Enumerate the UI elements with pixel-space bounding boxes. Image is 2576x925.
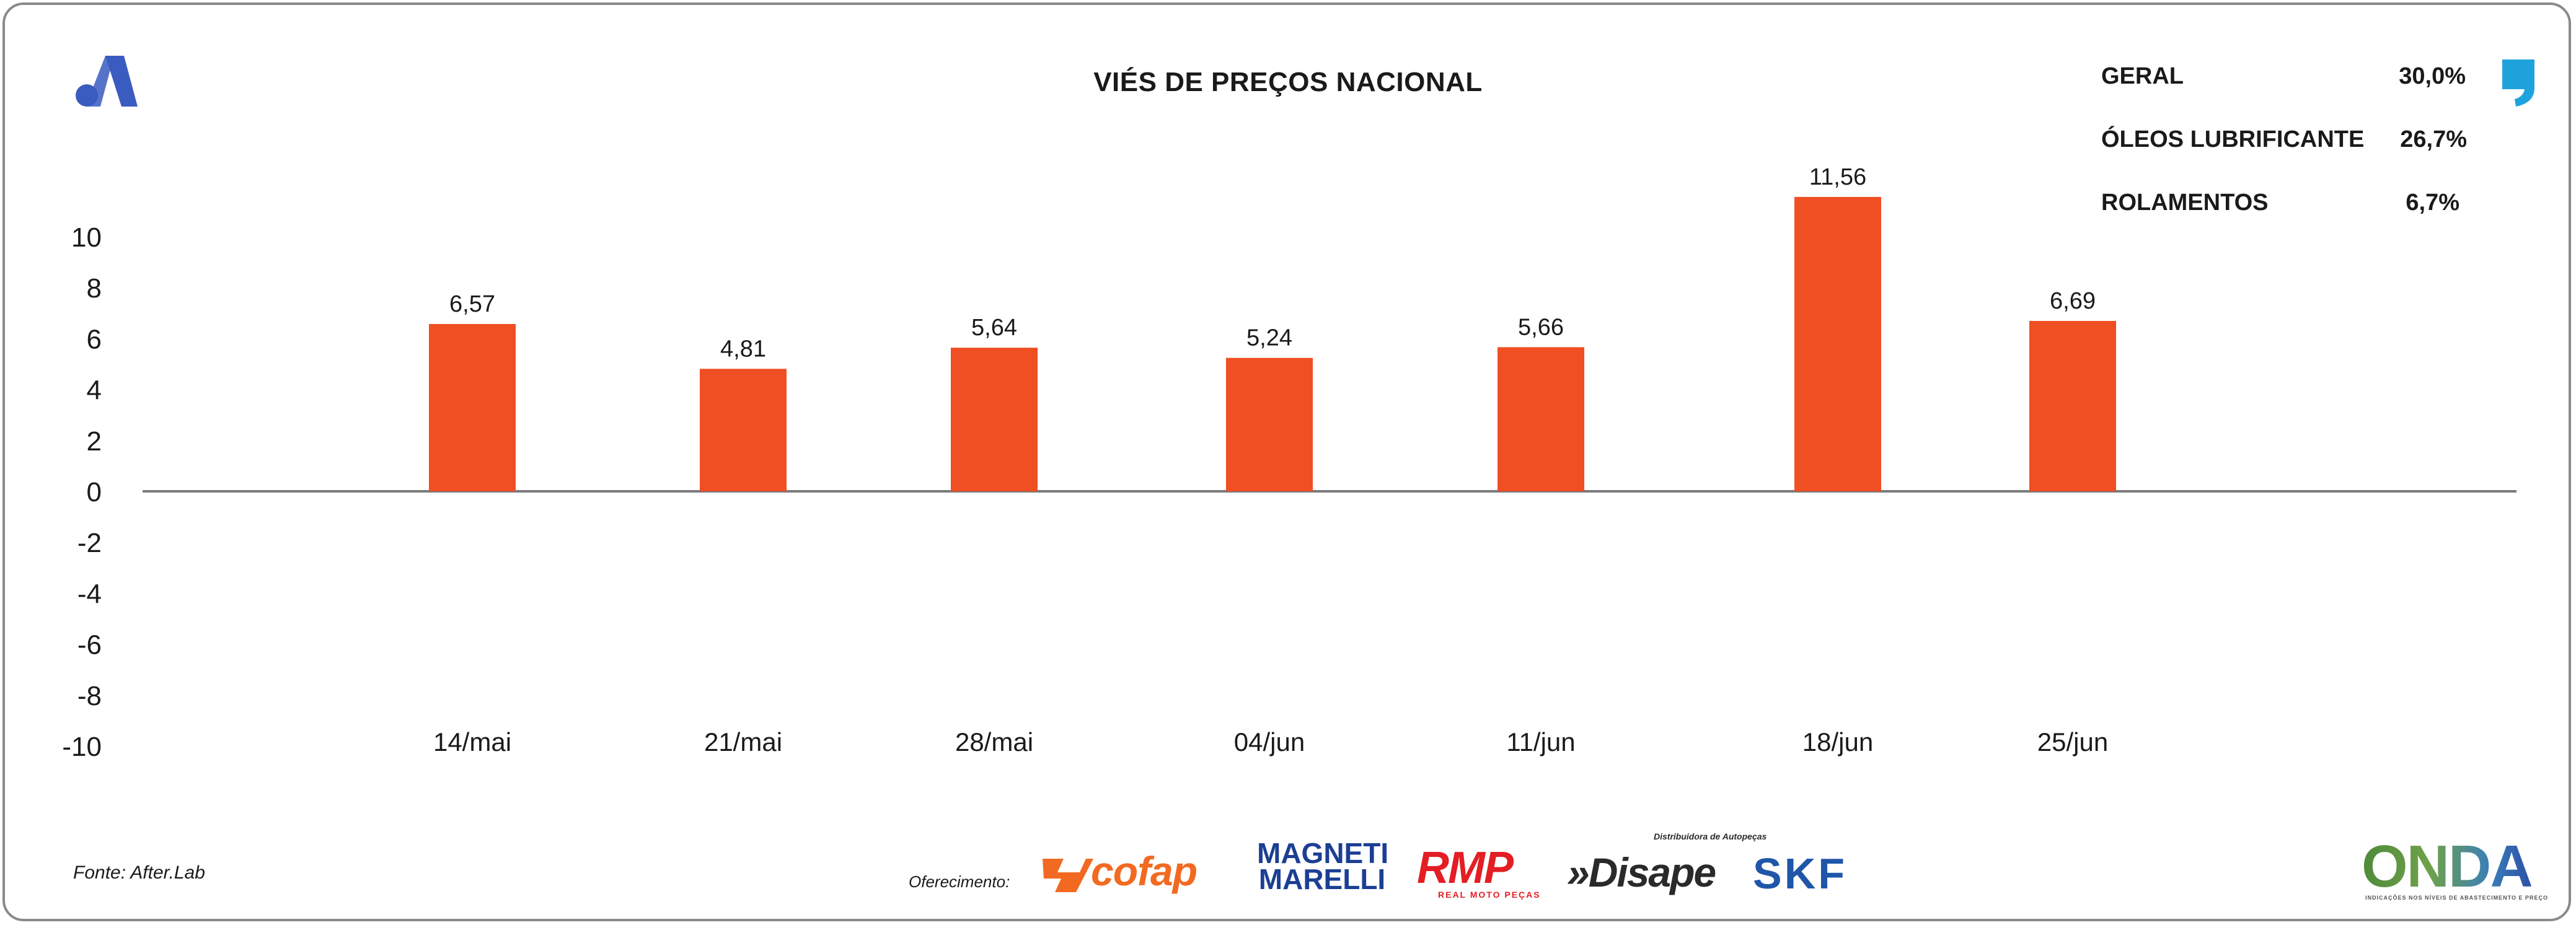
y-tick-label: 4 — [87, 375, 102, 406]
x-tick-label: 18/jun — [1802, 727, 1873, 756]
quote-icon — [2502, 59, 2534, 107]
y-tick-label: 6 — [87, 324, 102, 354]
x-tick-label: 14/mai — [433, 727, 511, 756]
sponsor-logo-cofap: cofap — [1091, 848, 1198, 894]
bar — [1794, 196, 1881, 491]
x-tick-label: 04/jun — [1234, 727, 1305, 756]
sponsor-logo-disape-subtitle: Distribuidora de Autopeças — [1654, 831, 1767, 841]
bar-data-label: 4,81 — [720, 336, 766, 362]
y-tick-label: -6 — [77, 630, 102, 660]
source-note: Fonte: After.Lab — [73, 862, 205, 883]
stat-label-oleos: ÓLEOS LUBRIFICANTE — [2101, 126, 2365, 152]
x-axis-ticks: 14/mai 21/mai 28/mai 04/jun 11/jun 18/jun 25/j… — [433, 727, 2108, 756]
stat-value-oleos: 26,7% — [2400, 126, 2467, 152]
stat-value-geral: 30,0% — [2399, 63, 2466, 89]
x-tick-label: 25/jun — [2037, 727, 2108, 756]
stat-label-geral: GERAL — [2101, 63, 2184, 89]
marelli-line: MARELLI — [1258, 863, 1386, 895]
sponsor-logo-rmp: RMP — [1417, 843, 1514, 893]
stat-value-rolamentos: 6,7% — [2406, 190, 2459, 216]
y-tick-label: -4 — [77, 579, 102, 609]
y-tick-label: -2 — [77, 528, 102, 558]
onda-logo: ONDA — [2362, 833, 2533, 901]
bar-data-label: 6,57 — [449, 291, 495, 317]
bar-data-label: 5,66 — [1518, 314, 1564, 340]
bar — [429, 323, 516, 491]
sponsor-logo-rmp-subtitle: REAL MOTO PEÇAS — [1438, 890, 1541, 900]
bar — [2029, 321, 2116, 491]
bar — [951, 348, 1038, 491]
sponsor-logo-magneti-marelli: MAGNETI MARELLI — [1257, 837, 1389, 895]
sponsor-logo-skf: SKF — [1753, 849, 1847, 898]
x-tick-label: 28/mai — [955, 727, 1033, 756]
y-tick-label: 2 — [87, 426, 102, 457]
y-tick-label: 10 — [71, 222, 102, 253]
onda-logo-text: ONDA — [2362, 833, 2533, 900]
x-tick-label: 21/mai — [704, 727, 782, 756]
bars-group — [429, 196, 2116, 491]
chart-title: VIÉS DE PREÇOS NACIONAL — [1093, 67, 1483, 97]
bar-data-label: 11,56 — [1809, 164, 1866, 190]
bar — [1498, 347, 1584, 491]
x-tick-label: 11/jun — [1506, 727, 1575, 756]
magneti-line: MAGNETI — [1257, 837, 1389, 869]
bar-data-label: 6,69 — [2050, 288, 2096, 314]
after-logo-icon — [76, 56, 138, 107]
y-tick-label: 0 — [87, 477, 102, 507]
sponsor-logo-disape: »Disape — [1567, 849, 1716, 895]
onda-logo-subtitle: INDICAÇÕES NOS NÍVEIS DE ABASTECIMENTO E… — [2365, 895, 2549, 901]
sponsor-label: Oferecimento: — [909, 872, 1010, 891]
y-tick-label: 8 — [87, 273, 102, 304]
y-axis-ticks: 10 8 6 4 2 0 -2 -4 -6 -8 -10 — [62, 222, 102, 762]
bar-data-label: 5,24 — [1246, 325, 1292, 351]
bar — [1226, 357, 1313, 491]
data-labels-group: 6,57 4,81 5,64 5,24 5,66 11,56 6,69 — [449, 164, 2096, 362]
bar-data-label: 5,64 — [971, 315, 1017, 341]
y-tick-label: -10 — [62, 732, 102, 762]
bar-chart: 10 8 6 4 2 0 -2 -4 -6 -8 -10 6,57 4,81 5,64 5,24 5,66 1… — [62, 164, 2516, 762]
stat-label-rolamentos: ROLAMENTOS — [2101, 190, 2269, 216]
y-tick-label: -8 — [77, 681, 102, 711]
cofap-mark-icon — [1043, 859, 1093, 892]
bar — [700, 369, 787, 491]
